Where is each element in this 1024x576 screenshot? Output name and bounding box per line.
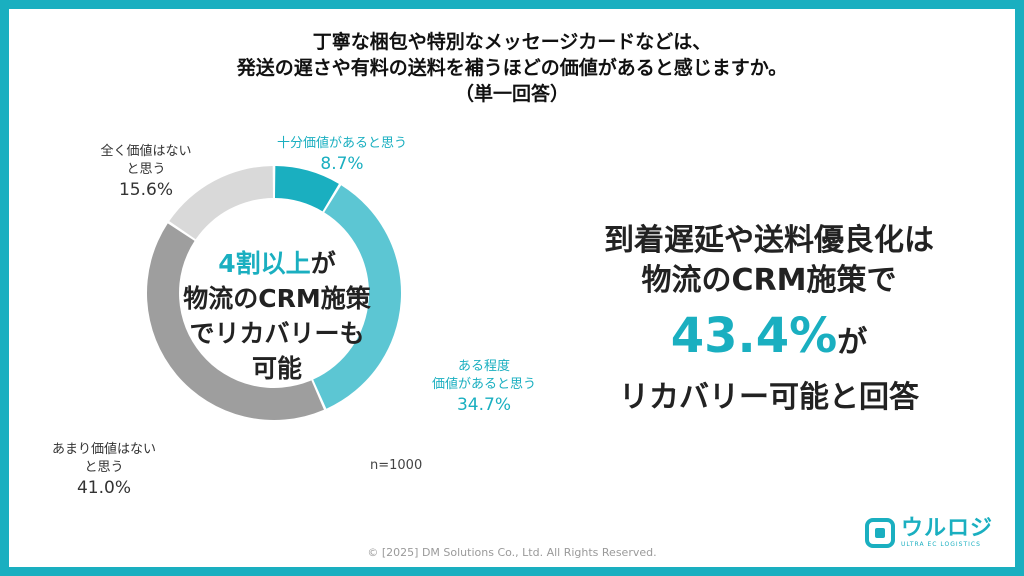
center-line-2: 物流のCRM施策 [183,284,371,313]
key-message-line-2: 物流のCRM施策で [641,263,897,298]
key-figure-suffix: が [837,325,868,360]
slice-label-text-2: 価値があると思う [431,377,536,392]
slice-label-text-2: と思う [84,460,124,475]
logo-mark-icon [864,518,895,548]
logo-tagline: ULTRA EC LOGISTICS [900,541,981,548]
chart-title: 丁寧な梱包や特別なメッセージカードなどは、 発送の遅さや有料の送料を補うほどの価… [9,29,1015,107]
title-line-1: 丁寧な梱包や特別なメッセージカードなどは、 [312,31,712,53]
slice-somewhat-valuable [313,185,402,409]
slice-not-very-valuable [147,223,324,420]
key-message-figure-line: 43.4%が [549,301,989,378]
key-message-line-4: リカバリー可能と回答 [619,380,919,415]
logo-wordmark: ウルロジ [900,516,993,541]
slice-very-valuable [274,166,339,212]
title-line-2: 発送の遅さや有料の送料を補うほどの価値があると感じますか。 [236,57,788,79]
donut-chart [147,166,402,420]
slice-not-valuable-at-all [169,166,274,240]
slice-label-text: 十分価値があると思う [276,136,407,151]
donut-center-text: 4割以上が 物流のCRM施策 でリカバリーも 可能 [155,246,399,386]
slice-label-not-very-valuable: あまり価値はない と思う 41.0% [29,441,179,499]
slice-label-text: 全く価値はない [100,144,192,159]
center-highlight-suffix: が [310,249,336,278]
slide: 丁寧な梱包や特別なメッセージカードなどは、 発送の遅さや有料の送料を補うほどの価… [9,9,1015,567]
center-line-1: 4割以上が [155,246,399,281]
title-line-3: （単一回答） [454,83,569,105]
slice-label-somewhat-valuable: ある程度 価値があると思う 34.7% [409,358,559,416]
slice-percent: 41.0% [76,478,131,498]
slice-percent: 34.7% [456,395,511,415]
company-logo: ウルロジ ULTRA EC LOGISTICS [864,513,993,553]
slice-label-very-valuable: 十分価値があると思う 8.7% [267,135,417,175]
key-message-line-1: 到着遅延や送料優良化は [604,223,934,258]
center-line-3: でリカバリーも [189,319,365,348]
sample-size-note: n=1000 [370,458,423,473]
slice-label-text: あまり価値はない [51,442,156,457]
slice-label-not-valuable-at-all: 全く価値はない と思う 15.6% [81,143,211,201]
logo-text: ウルロジ ULTRA EC LOGISTICS [901,517,993,549]
copyright: © [2025] DM Solutions Co., Ltd. All Righ… [367,546,657,559]
slice-label-text: ある程度 [457,359,510,374]
slice-label-text-2: と思う [126,162,166,177]
slice-percent: 15.6% [118,180,173,200]
key-message: 到着遅延や送料優良化は 物流のCRM施策で 43.4%が リカバリー可能と回答 [549,221,989,418]
center-line-4: 可能 [251,354,302,383]
slice-percent: 8.7% [320,154,364,174]
key-figure: 43.4% [670,308,838,364]
center-highlight: 4割以上 [218,249,311,278]
